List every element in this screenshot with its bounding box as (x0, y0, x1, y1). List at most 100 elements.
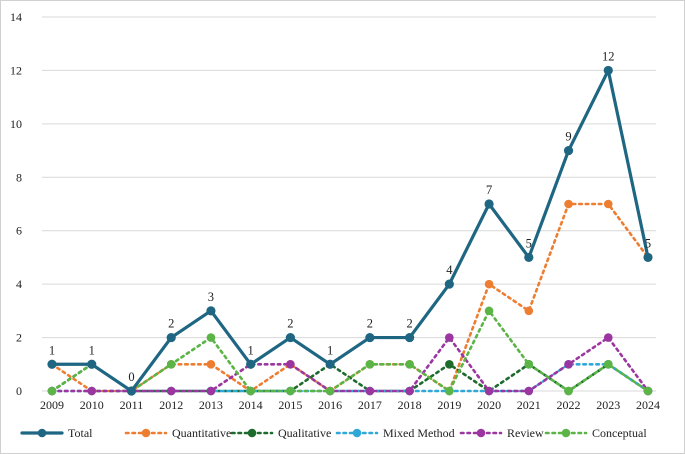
data-label: 5 (645, 236, 651, 250)
y-tick-label: 6 (16, 224, 22, 238)
data-label: 2 (367, 317, 373, 331)
data-point-conceptual (603, 359, 613, 369)
data-point-conceptual (325, 386, 335, 396)
data-point-total (524, 252, 534, 263)
series-total (47, 65, 653, 396)
legend-label: Mixed Method (383, 426, 455, 440)
data-point-total (643, 252, 653, 263)
x-tick-label: 2013 (199, 398, 223, 412)
y-tick-label: 14 (10, 10, 22, 24)
x-tick-label: 2016 (318, 398, 342, 412)
data-point-total (47, 359, 57, 369)
legend-item-review: Review (459, 426, 544, 440)
data-point-qualitative (445, 359, 454, 369)
data-point-review (564, 359, 573, 369)
x-tick-label: 2023 (596, 398, 620, 412)
data-point-total (206, 306, 216, 316)
data-label: 2 (406, 317, 412, 331)
data-label: 2 (287, 317, 293, 331)
legend-swatch-marker (141, 428, 151, 438)
data-point-total (365, 332, 375, 343)
data-label: 0 (128, 370, 134, 384)
data-label: 3 (208, 290, 214, 304)
data-point-review (445, 333, 454, 342)
data-point-quantitative (603, 199, 613, 209)
data-label: 1 (89, 343, 95, 357)
legend-item-qualitative: Qualitative (230, 426, 331, 440)
data-point-total (563, 145, 574, 156)
data-point-conceptual (445, 386, 454, 396)
data-point-total (405, 332, 415, 343)
data-point-review (405, 386, 414, 396)
data-label: 5 (526, 236, 532, 250)
data-point-total (325, 359, 335, 369)
data-point-conceptual (484, 306, 494, 316)
data-point-total (285, 332, 295, 343)
data-point-conceptual (246, 386, 255, 396)
x-tick-label: 2011 (120, 398, 144, 412)
y-tick-label: 4 (16, 277, 22, 291)
legend-item-total: Total (20, 426, 93, 440)
data-point-review (87, 386, 97, 396)
x-tick-label: 2021 (517, 398, 541, 412)
legend-item-quantitative: Quantitative (124, 426, 231, 440)
x-tick-label: 2012 (159, 398, 183, 412)
data-point-review (166, 386, 176, 396)
data-point-conceptual (47, 386, 57, 396)
data-point-quantitative (484, 279, 494, 289)
data-label: 9 (565, 130, 571, 144)
series-lines (47, 65, 653, 396)
y-tick-label: 12 (10, 63, 22, 77)
series-line-total (50, 68, 650, 393)
data-point-conceptual (365, 359, 375, 369)
x-tick-label: 2009 (40, 398, 64, 412)
legend-swatch-marker (37, 428, 47, 438)
y-tick-label: 2 (16, 331, 22, 345)
x-axis-ticks: 2009 2010 2011 2012 2013 2014 2015 2016 2017 2018… (40, 398, 660, 412)
y-axis-ticks: 0 2 4 6 8 10 12 14 (10, 10, 22, 398)
legend-swatch-marker (352, 428, 362, 438)
data-point-total (444, 279, 454, 289)
data-point-quantitative (564, 199, 573, 209)
data-label: 1 (49, 343, 55, 357)
x-tick-label: 2014 (239, 398, 263, 412)
legend-label: Review (507, 426, 544, 440)
legend-label: Total (68, 426, 93, 440)
data-point-quantitative (524, 306, 534, 316)
data-point-total (246, 359, 256, 369)
data-label: 1 (327, 343, 333, 357)
legend-swatch-marker (561, 428, 571, 438)
series-line-conceptual (50, 309, 650, 393)
legend-label: Quantitative (172, 426, 231, 440)
data-point-review (365, 386, 375, 396)
data-point-conceptual (524, 359, 534, 369)
data-label: 7 (486, 183, 492, 197)
data-point-conceptual (564, 386, 573, 396)
x-tick-label: 2018 (398, 398, 422, 412)
series-conceptual (47, 306, 653, 396)
data-point-review (286, 359, 295, 369)
x-tick-label: 2015 (278, 398, 302, 412)
data-point-review (484, 386, 494, 396)
y-tick-label: 8 (16, 170, 22, 184)
legend-label: Conceptual (592, 426, 647, 440)
legend-label: Qualitative (278, 426, 331, 440)
data-point-review (603, 333, 613, 342)
data-point-total (126, 386, 137, 396)
data-point-total (87, 359, 97, 369)
gridlines (42, 16, 656, 392)
data-point-review (524, 386, 534, 396)
data-label: 1 (248, 343, 254, 357)
data-point-review (206, 386, 216, 396)
data-label: 12 (602, 49, 615, 63)
legend-swatch-marker (476, 428, 486, 438)
data-point-conceptual (643, 386, 653, 396)
legend-swatch-marker (247, 428, 257, 438)
data-point-total (484, 199, 494, 209)
y-tick-label: 0 (16, 384, 22, 398)
data-label: 4 (446, 263, 453, 277)
data-point-conceptual (166, 359, 176, 369)
x-tick-label: 2019 (437, 398, 461, 412)
data-point-conceptual (405, 359, 414, 369)
